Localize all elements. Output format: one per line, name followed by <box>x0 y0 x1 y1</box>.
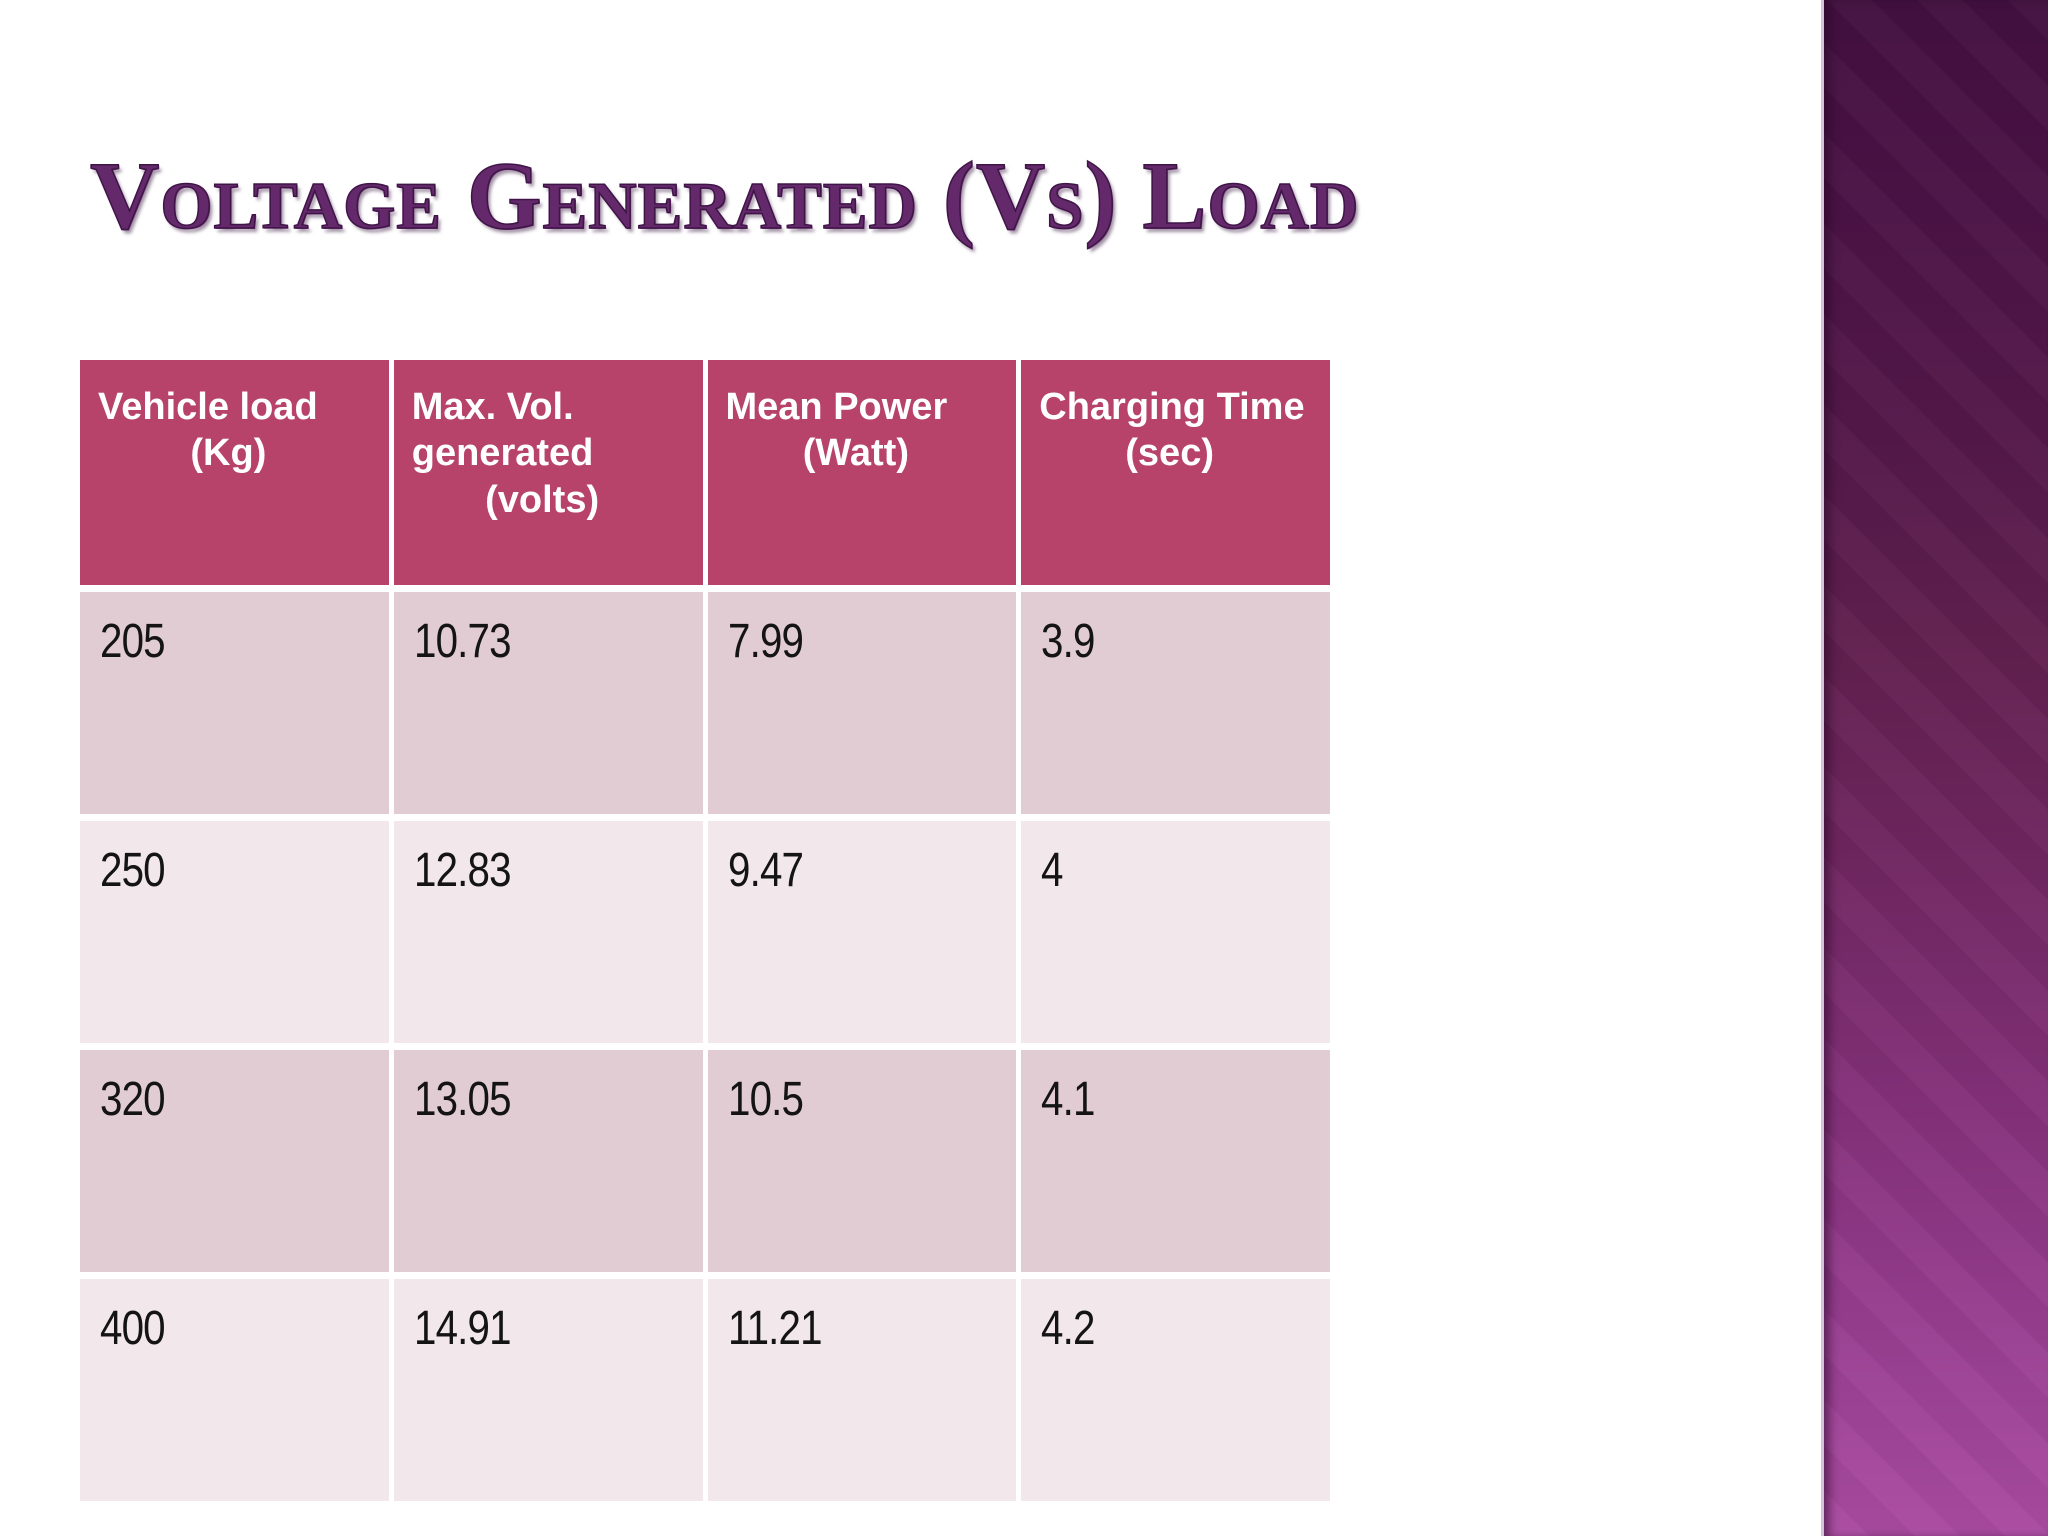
cell-value: 7.99 <box>727 615 804 668</box>
column-header-label: Vehicle load <box>98 386 318 428</box>
column-header-label: Mean Power <box>725 386 948 428</box>
cell-value: 205 <box>100 615 166 668</box>
table-cell: 205 <box>80 592 389 814</box>
cell-value: 10.73 <box>413 615 512 668</box>
cell-value: 4 <box>1041 844 1063 897</box>
column-header-label: Charging Time <box>1039 386 1305 428</box>
right-accent-bar <box>1821 0 2048 1536</box>
column-header-unit: (sec) <box>1125 432 1214 475</box>
cell-value: 12.83 <box>413 844 512 897</box>
table-cell: 250 <box>80 821 389 1043</box>
table-cell: 3.9 <box>1021 592 1330 814</box>
cell-value: 400 <box>100 1302 166 1355</box>
table-cell: 4.2 <box>1021 1279 1330 1501</box>
column-header-unit: (Kg) <box>190 432 267 475</box>
column-header-mean-power: Mean Power (Watt) <box>707 360 1017 585</box>
cell-value: 4.1 <box>1041 1073 1095 1126</box>
cell-value: 3.9 <box>1041 615 1095 668</box>
cell-value: 320 <box>100 1073 166 1126</box>
table-cell: 4 <box>1021 821 1330 1043</box>
table-cell: 9.47 <box>707 821 1017 1043</box>
cell-value: 14.91 <box>413 1302 512 1355</box>
column-header-vehicle-load: Vehicle load (Kg) <box>80 360 389 585</box>
slide-title: Voltage Generated (Vs) Load <box>89 142 1360 249</box>
table-cell: 10.5 <box>707 1050 1017 1272</box>
column-header-unit: (Watt) <box>802 432 909 475</box>
column-header-label: Max. Vol. generated <box>411 386 594 475</box>
table-cell: 7.99 <box>707 592 1017 814</box>
cell-value: 10.5 <box>727 1073 804 1126</box>
column-header-max-voltage: Max. Vol. generated (volts) <box>393 360 703 585</box>
cell-value: 11.21 <box>727 1302 823 1355</box>
table-cell: 14.91 <box>393 1279 703 1501</box>
cell-value: 250 <box>100 844 166 897</box>
table-cell: 320 <box>80 1050 389 1272</box>
cell-value: 13.05 <box>413 1073 512 1126</box>
results-table: Vehicle load (Kg) Max. Vol. generated (v… <box>80 360 1330 1501</box>
table-cell: 13.05 <box>393 1050 703 1272</box>
table-cell: 400 <box>80 1279 389 1501</box>
table-cell: 4.1 <box>1021 1050 1330 1272</box>
table-cell: 11.21 <box>707 1279 1017 1501</box>
column-header-charging-time: Charging Time (sec) <box>1021 360 1330 585</box>
table-cell: 12.83 <box>393 821 703 1043</box>
cell-value: 4.2 <box>1041 1302 1095 1355</box>
column-header-unit: (volts) <box>485 478 600 521</box>
cell-value: 9.47 <box>727 844 804 897</box>
table-cell: 10.73 <box>393 592 703 814</box>
